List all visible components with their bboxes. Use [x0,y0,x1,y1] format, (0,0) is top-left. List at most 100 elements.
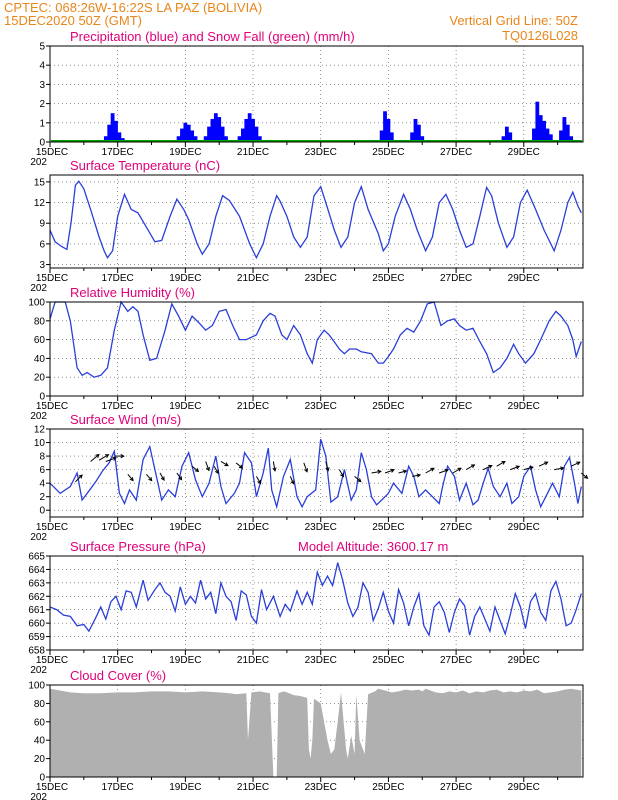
panel-title: Precipitation (blue) and Snow Fall (gree… [70,29,355,44]
y-tick-label: 9 [39,219,45,230]
panel-4: 0 2 4 6 8 10 12 15DEC 17DEC 19DEC 21DEC 23DEC 25DEC 2… [30,412,589,543]
wind-arrow-shaft [75,474,83,483]
wind-arrow-shaft [570,461,580,467]
wind-arrow-head [214,469,219,475]
wind-arrow-head [444,468,450,473]
precip-bar [251,118,255,142]
x-corner-label: 202 [30,665,47,676]
wind-arrow [205,461,210,472]
wind-arrow-shaft [412,474,421,477]
precip-bar [210,118,215,142]
x-tick-label: 15DEC [36,655,68,666]
panel-frame [49,45,584,143]
wind-arrow [425,467,435,474]
x-tick-label: 29DEC [508,273,540,284]
y-tick-label: 3 [39,260,45,271]
y-tick-label: 15 [34,177,46,188]
x-tick-label: 25DEC [372,655,404,666]
precip-bar [213,113,218,142]
x-tick-label: 23DEC [305,655,337,666]
wind-arrow-shaft [371,470,381,474]
wind-arrow-head [205,466,210,472]
wind-arrow-head [457,467,462,472]
x-tick-label: 29DEC [508,782,540,793]
panel-frame [49,684,584,778]
precip-bar [562,117,567,142]
header-date: 15DEC2020 50Z (GMT) [4,13,142,28]
wind-arrow-head [488,464,493,469]
precip-bar [110,113,115,142]
wind-arrow [554,466,565,471]
temperature-line [49,180,582,260]
wind-arrow [213,465,219,475]
y-tick-label: 60 [34,335,46,346]
wind-arrow-head [325,467,330,472]
precip-bar [117,132,122,142]
x-tick-label: 21DEC [237,655,269,666]
panel-1: 0 1 2 3 4 5 15DEC 17DEC 19DEC 21DEC 23DEC 25DEC 27DE… [30,29,584,168]
x-tick-label: 25DEC [372,273,404,284]
wind-arrow-head [544,461,549,466]
precip-bar [545,128,550,142]
wind-arrow-head [194,468,200,473]
x-tick-label: 21DEC [237,147,269,158]
precip-bar [203,136,208,142]
y-tick-label: 40 [34,354,46,365]
x-tick-label: 27DEC [440,782,472,793]
wind-arrow-shaft [191,465,199,472]
wind-arrow-head [160,476,165,481]
wind-arrow [289,476,295,485]
y-tick-label: 60 [34,717,46,728]
y-tick-label: 0 [39,773,45,784]
precip-bar [114,120,118,142]
wind-arrow [146,474,153,482]
y-tick-label: 659 [28,632,45,643]
wind-arrow-shaft [523,466,534,471]
x-tick-label: 23DEC [305,273,337,284]
y-tick-label: 12 [34,425,46,436]
header-run-code: TQ0126L028 [502,28,578,43]
x-tick-label: 27DEC [440,273,472,284]
wind-arrow [338,469,344,478]
wind-arrow-head [470,464,476,469]
x-tick-label: 25DEC [372,522,404,533]
x-tick-label: 17DEC [102,655,134,666]
precip-bar [379,130,384,142]
x-tick-label: 27DEC [440,522,472,533]
wind-arrow-head [576,461,581,466]
wind-arrow-shaft [425,467,435,474]
wind-arrow-shaft [272,461,276,471]
wind-arrow-head [416,473,422,478]
wind-arrow [412,473,422,478]
wind-speed-line [49,439,582,510]
wind-arrow-head [501,460,506,465]
x-tick-label: 19DEC [169,401,201,412]
wind-arrow [452,467,462,474]
y-tick-label: 10 [34,438,46,449]
panel-title: Surface Pressure (hPa) [70,539,206,554]
precip-bar [103,136,108,142]
wind-arrow-shaft [255,476,261,484]
wind-arrow-shaft [90,454,100,462]
precip-bar [569,136,574,142]
wind-arrow [159,472,165,481]
y-tick-label: 1 [39,118,45,129]
wind-arrow-shaft [289,476,295,484]
wind-arrow-head [257,479,262,485]
precip-bar [389,132,394,142]
precip-bar [565,124,570,142]
precip-bar [220,126,225,142]
precip-bar [386,118,391,142]
wind-arrow-head [402,469,408,474]
wind-arrow [523,465,534,471]
wind-arrow-shaft [205,461,210,471]
x-corner-label: 202 [30,532,47,543]
wind-arrow [580,472,589,479]
wind-arrow [303,462,309,473]
x-tick-label: 21DEC [237,782,269,793]
precip-bar [217,117,222,142]
x-tick-label: 23DEC [305,401,337,412]
panel-3: 0 20 40 60 80 100 15DEC 17DEC 19DEC 21DEC 23DEC 25D… [28,285,584,422]
y-tick-label: 5 [39,42,45,53]
precip-bar [410,132,414,142]
